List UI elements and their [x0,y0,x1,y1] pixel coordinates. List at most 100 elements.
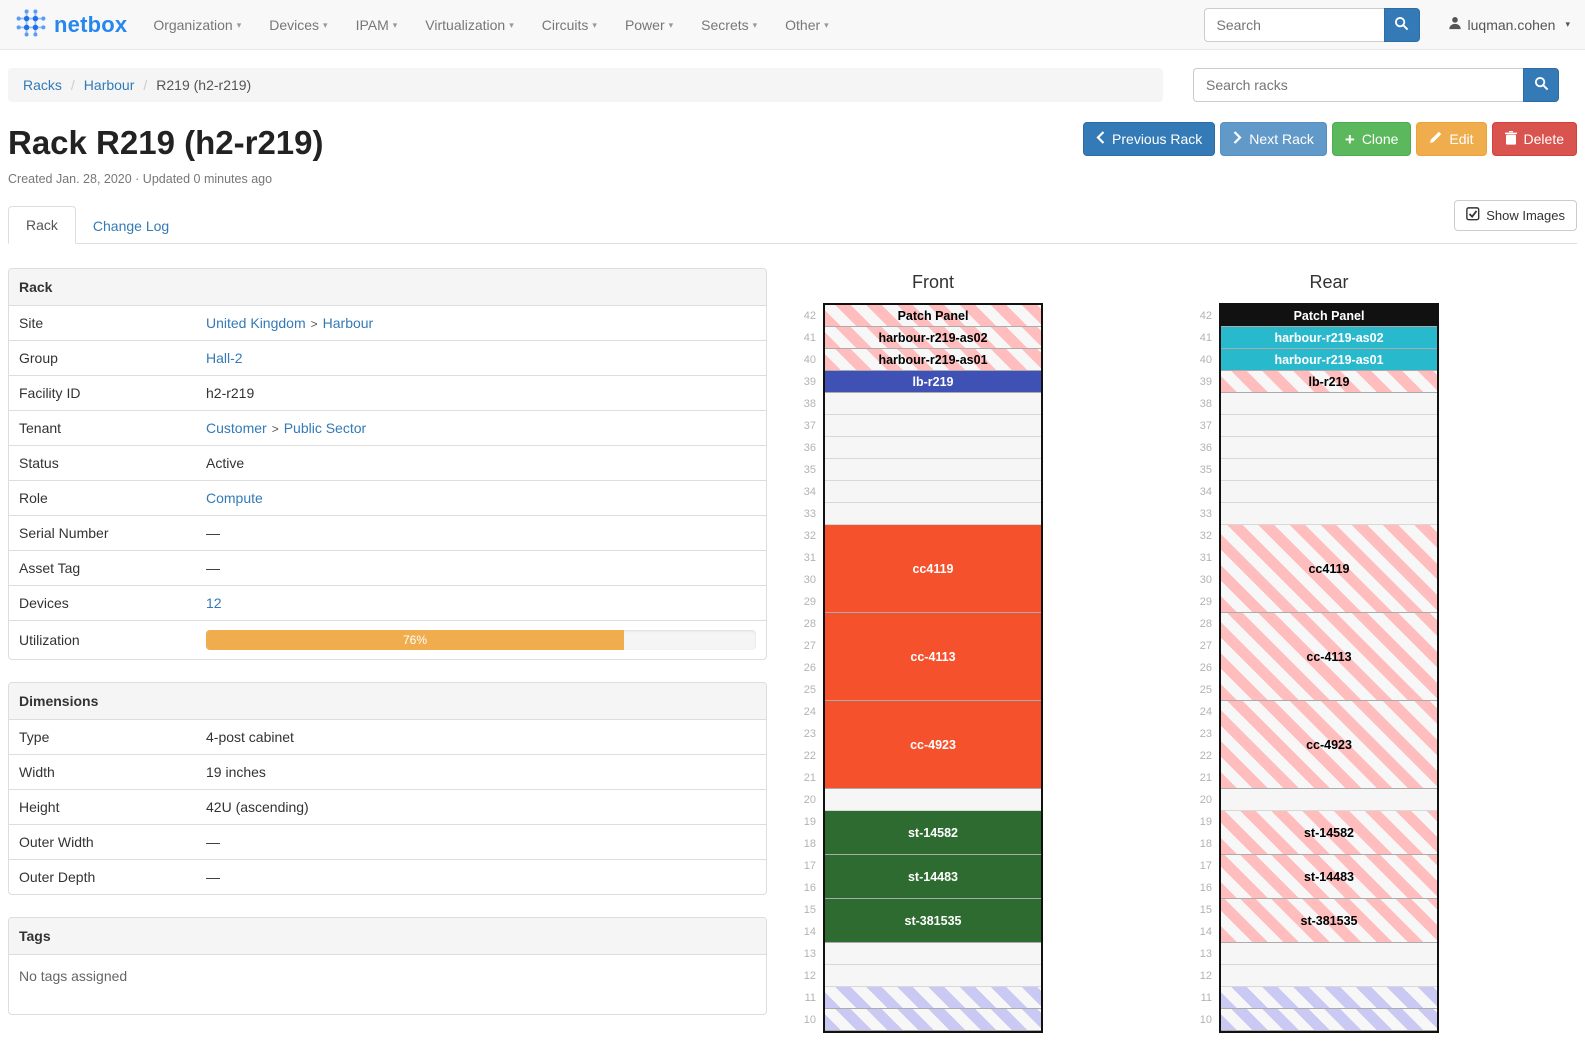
previous-rack-button[interactable]: Previous Rack [1083,122,1216,156]
detail-label: Outer Depth [19,869,96,885]
tab-change-log[interactable]: Change Log [92,218,170,234]
next-rack-button[interactable]: Next Rack [1220,122,1327,156]
nav-item-devices[interactable]: Devices ▾ [269,16,328,33]
rack-unit-empty [825,393,1041,415]
link-public-sector[interactable]: Public Sector [283,420,367,436]
rack-device-harbour-r219-as01[interactable]: harbour-r219-as01 [825,349,1041,371]
tab-rack[interactable]: Rack [8,206,76,244]
detail-label: Group [19,350,58,366]
breadcrumb-link-racks[interactable]: Racks [23,77,62,93]
nav-item-circuits[interactable]: Circuits ▾ [541,16,597,33]
detail-value: — [206,860,766,894]
link-separator: > [310,317,318,331]
detail-value: 12 [206,586,766,620]
rack-device-cc-4113[interactable]: cc-4113 [1221,613,1437,701]
rack-unit-empty [825,943,1041,965]
show-images-label: Show Images [1486,208,1565,223]
detail-label: Height [19,799,60,815]
previous-rack-label: Previous Rack [1112,131,1203,147]
user-menu[interactable]: luqman.cohen ▾ [1448,16,1570,33]
rack-device-cc-4923[interactable]: cc-4923 [825,701,1041,789]
link-compute[interactable]: Compute [206,490,263,506]
detail-row-asset-tag: Asset Tag — [9,551,766,586]
nav-item-other[interactable]: Other ▾ [785,16,829,33]
front-rack: Patch Panel harbour-r219-as02 harbour-r219… [823,303,1043,1033]
link-harbour[interactable]: Harbour [322,315,374,331]
rack-device-cc-4923[interactable]: cc-4923 [1221,701,1437,789]
rack-device-st-14582[interactable]: st-14582 [825,811,1041,855]
navbar-search-input[interactable] [1203,7,1384,42]
link-united-kingdom[interactable]: United Kingdom [206,315,306,331]
nav-item-power[interactable]: Power ▾ [624,16,674,33]
unit-number: 10 [803,1014,816,1026]
link-customer[interactable]: Customer [206,420,267,436]
edit-button[interactable]: Edit [1416,122,1487,156]
rear-elevation: Rear 42 41 40 39 38 37 36 35 34 33 32 31 30 29 28 27 26 2… [1193,268,1439,1033]
rack-device-cc4119[interactable]: cc4119 [825,525,1041,613]
show-images-button[interactable]: Show Images [1454,200,1577,231]
rack-device-patch-panel[interactable]: Patch Panel [1221,305,1437,327]
unit-number: 39 [803,376,816,388]
unit-number: 16 [1199,882,1212,894]
detail-value: 19 inches [206,755,766,789]
clone-button[interactable]: + Clone [1331,122,1412,156]
rack-device-lb-r219[interactable]: lb-r219 [825,371,1041,393]
unit-number: 31 [1199,552,1212,564]
rack-search-input[interactable] [1193,68,1523,102]
rack-unit-empty [825,459,1041,481]
detail-row-group: Group Hall-2 [9,341,766,376]
rack-reservation [1221,1009,1437,1031]
rack-unit-empty [1221,481,1437,503]
link-hall-2[interactable]: Hall-2 [206,350,243,366]
unit-number: 19 [803,816,816,828]
chevron-down-icon: ▾ [323,20,328,31]
navbar-search-button[interactable] [1383,7,1420,42]
navbar-search [1203,7,1420,42]
unit-number: 19 [1199,816,1212,828]
unit-number: 25 [803,684,816,696]
rack-device-cc-4113[interactable]: cc-4113 [825,613,1041,701]
netbox-brand[interactable]: netbox [15,8,127,41]
rack-panel-title: Rack [9,269,766,306]
user-icon [1448,16,1462,33]
nav-item-virtualization[interactable]: Virtualization ▾ [425,16,514,33]
rear-unit-numbers: 42 41 40 39 38 37 36 35 34 33 32 31 30 29 28 27 26 25 24 23… [1193,303,1219,1033]
search-icon [1534,76,1549,94]
unit-number: 12 [803,970,816,982]
rack-search-button[interactable] [1523,68,1559,102]
unit-number: 14 [1199,926,1212,938]
rack-device-st-381535[interactable]: st-381535 [825,899,1041,943]
nav-item-organization[interactable]: Organization ▾ [153,16,242,33]
unit-number: 34 [803,486,816,498]
rack-device-st-14483[interactable]: st-14483 [825,855,1041,899]
detail-row-role: Role Compute [9,481,766,516]
unit-number: 15 [803,904,816,916]
rack-device-st-14483[interactable]: st-14483 [1221,855,1437,899]
rack-device-harbour-r219-as02[interactable]: harbour-r219-as02 [825,327,1041,349]
link-12[interactable]: 12 [206,595,222,611]
detail-row-site: Site United Kingdom > Harbour [9,306,766,341]
nav-item-ipam[interactable]: IPAM ▾ [355,16,398,33]
unit-number: 26 [1199,662,1212,674]
rack-device-patch-panel[interactable]: Patch Panel [825,305,1041,327]
nav-item-secrets[interactable]: Secrets ▾ [701,16,758,33]
rack-device-cc4119[interactable]: cc4119 [1221,525,1437,613]
unit-number: 34 [1199,486,1212,498]
detail-value: 4-post cabinet [206,720,766,754]
rack-device-st-381535[interactable]: st-381535 [1221,899,1437,943]
rack-device-harbour-r219-as02[interactable]: harbour-r219-as02 [1221,327,1437,349]
rack-device-lb-r219[interactable]: lb-r219 [1221,371,1437,393]
rack-device-harbour-r219-as01[interactable]: harbour-r219-as01 [1221,349,1437,371]
unit-number: 23 [1199,728,1212,740]
unit-number: 18 [1199,838,1212,850]
rear-elevation-title: Rear [1309,272,1349,292]
breadcrumb-link-harbour[interactable]: Harbour [83,77,135,93]
detail-label: Devices [19,595,69,611]
unit-number: 28 [803,618,816,630]
rack-device-st-14582[interactable]: st-14582 [1221,811,1437,855]
detail-value: h2-r219 [206,376,766,410]
unit-number: 42 [803,310,816,322]
netbox-logo-icon [15,8,47,41]
detail-text: 42U (ascending) [206,799,309,815]
delete-button[interactable]: Delete [1491,122,1577,156]
